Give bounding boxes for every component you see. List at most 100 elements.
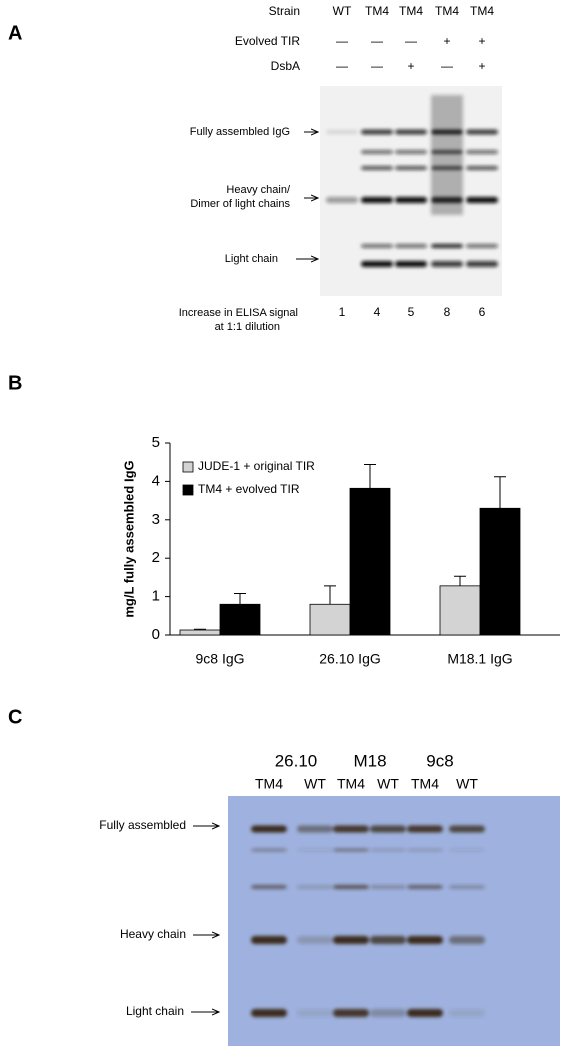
band bbox=[431, 244, 463, 248]
lane-label: — bbox=[405, 34, 417, 48]
band bbox=[407, 825, 443, 833]
band bbox=[466, 166, 498, 170]
band bbox=[395, 150, 427, 154]
lane-label: + bbox=[478, 59, 485, 73]
bar bbox=[349, 487, 391, 636]
elisa-label: Increase in ELISA signal bbox=[179, 307, 298, 319]
band bbox=[449, 825, 485, 833]
band bbox=[466, 244, 498, 248]
group-label: 9c8 bbox=[426, 751, 453, 770]
y-axis-title: mg/L fully assembled IgG bbox=[121, 460, 136, 617]
legend-label: TM4 + evolved TIR bbox=[198, 482, 300, 496]
panel-label: C bbox=[8, 706, 22, 728]
gel-c bbox=[228, 796, 560, 1046]
row-label: Evolved TIR bbox=[235, 34, 300, 48]
band bbox=[407, 885, 443, 889]
y-tick-label: 3 bbox=[152, 511, 160, 528]
bar bbox=[309, 603, 351, 636]
x-tick-label: M18.1 IgG bbox=[447, 651, 512, 667]
band bbox=[333, 936, 369, 944]
lane-label: TM4 bbox=[411, 776, 439, 792]
band bbox=[297, 936, 333, 944]
band-label: Dimer of light chains bbox=[190, 198, 290, 210]
y-tick-label: 0 bbox=[152, 626, 160, 643]
band bbox=[370, 848, 406, 852]
band bbox=[361, 261, 393, 267]
error-bar bbox=[324, 585, 336, 605]
band bbox=[297, 825, 333, 833]
band bbox=[395, 129, 427, 135]
panel-label: A bbox=[8, 22, 22, 44]
gel-bands bbox=[326, 95, 498, 267]
lane-label: TM4 bbox=[255, 776, 283, 792]
elisa-value: 1 bbox=[339, 305, 346, 319]
band bbox=[449, 936, 485, 944]
band bbox=[297, 885, 333, 889]
band bbox=[333, 848, 369, 852]
lane-label: + bbox=[443, 34, 450, 48]
band bbox=[370, 885, 406, 889]
band bbox=[251, 825, 287, 833]
band bbox=[466, 129, 498, 135]
legend-swatch bbox=[182, 461, 194, 473]
band bbox=[361, 129, 393, 135]
row-label: Strain bbox=[269, 4, 300, 18]
band bbox=[449, 885, 485, 889]
lane-label: WT bbox=[304, 776, 326, 792]
band bbox=[251, 848, 287, 852]
x-tick-label: 26.10 IgG bbox=[319, 651, 381, 667]
band bbox=[449, 1009, 485, 1017]
band bbox=[297, 848, 333, 852]
band bbox=[449, 848, 485, 852]
lane-label: TM4 bbox=[399, 4, 423, 18]
y-tick-label: 1 bbox=[152, 588, 160, 605]
lane-label: TM4 bbox=[435, 4, 459, 18]
band bbox=[407, 848, 443, 852]
error-bar bbox=[364, 464, 376, 489]
legend-label: JUDE-1 + original TIR bbox=[198, 459, 315, 473]
lane-label: WT bbox=[456, 776, 478, 792]
row-label: DsbA bbox=[271, 59, 300, 73]
lane-label: WT bbox=[333, 4, 352, 18]
band bbox=[466, 261, 498, 267]
group-label: M18 bbox=[353, 751, 386, 770]
band bbox=[407, 936, 443, 944]
band bbox=[395, 244, 427, 248]
band bbox=[361, 150, 393, 154]
band-label: Light chain bbox=[126, 1004, 184, 1018]
lane-label: — bbox=[336, 59, 348, 73]
elisa-value: 4 bbox=[374, 305, 381, 319]
band-label: Heavy chain bbox=[120, 927, 186, 941]
elisa-value: 6 bbox=[479, 305, 486, 319]
elisa-value: 8 bbox=[444, 305, 451, 319]
error-bar bbox=[194, 628, 206, 631]
lane-label: — bbox=[441, 59, 453, 73]
band bbox=[395, 197, 427, 203]
band bbox=[395, 261, 427, 267]
band-label: Fully assembled bbox=[99, 818, 186, 832]
y-tick-label: 5 bbox=[152, 434, 160, 451]
lane-label: + bbox=[407, 59, 414, 73]
bar bbox=[479, 507, 521, 636]
elisa-value: 5 bbox=[408, 305, 415, 319]
band bbox=[251, 1009, 287, 1017]
legend-swatch bbox=[182, 484, 194, 496]
lane-label: TM4 bbox=[365, 4, 389, 18]
band bbox=[431, 261, 463, 267]
x-tick-label: 9c8 IgG bbox=[195, 651, 244, 667]
elisa-label: at 1:1 dilution bbox=[215, 321, 280, 333]
band bbox=[361, 197, 393, 203]
bar bbox=[219, 603, 261, 636]
band bbox=[333, 1009, 369, 1017]
bar bbox=[439, 585, 481, 636]
band-label: Heavy chain/ bbox=[226, 184, 291, 196]
lane-label: — bbox=[336, 34, 348, 48]
panel-label: B bbox=[8, 372, 22, 394]
lane-label: TM4 bbox=[470, 4, 494, 18]
y-tick-label: 4 bbox=[152, 472, 160, 489]
gel-bands bbox=[251, 825, 485, 1017]
band bbox=[466, 197, 498, 203]
band bbox=[361, 166, 393, 170]
band bbox=[326, 197, 358, 203]
